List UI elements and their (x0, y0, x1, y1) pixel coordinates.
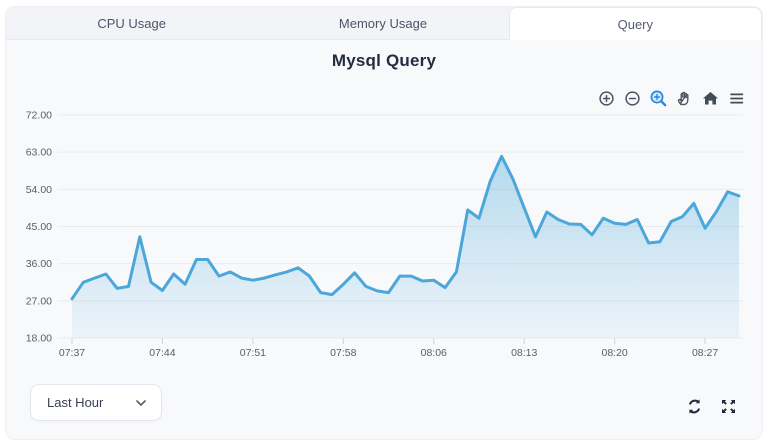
time-range-select[interactable]: Last Hour (30, 384, 162, 421)
refresh-icon[interactable] (685, 397, 704, 416)
svg-text:07:51: 07:51 (240, 347, 266, 359)
query-panel: CPU Usage Memory Usage Query Mysql Query (5, 6, 763, 440)
svg-text:72.00: 72.00 (26, 110, 52, 122)
home-icon[interactable] (701, 89, 720, 108)
chart-toolbar (597, 89, 746, 108)
svg-text:08:13: 08:13 (511, 347, 537, 359)
svg-text:45.00: 45.00 (26, 221, 52, 233)
tab-cpu-usage-label: CPU Usage (97, 15, 166, 31)
svg-text:07:58: 07:58 (330, 347, 356, 359)
tab-memory-usage[interactable]: Memory Usage (257, 7, 508, 39)
grid-lines (58, 114, 743, 344)
tab-bar: CPU Usage Memory Usage Query (6, 7, 762, 40)
pan-icon[interactable] (675, 89, 694, 108)
svg-text:27.00: 27.00 (26, 295, 52, 307)
svg-text:08:20: 08:20 (602, 347, 628, 359)
svg-text:54.00: 54.00 (26, 184, 52, 196)
area-chart: 18.00 27.00 36.00 45.00 54.00 63.00 72.00 07:37… (26, 110, 743, 360)
svg-text:07:37: 07:37 (59, 347, 85, 359)
svg-text:63.00: 63.00 (26, 147, 52, 159)
menu-icon[interactable] (727, 89, 746, 108)
series-area (72, 156, 739, 338)
chevron-down-icon (133, 395, 149, 411)
time-range-value: Last Hour (47, 395, 104, 410)
zoom-out-icon[interactable] (623, 89, 642, 108)
axis-labels: 18.00 27.00 36.00 45.00 54.00 63.00 72.00 07:37… (26, 110, 719, 360)
tab-cpu-usage[interactable]: CPU Usage (6, 7, 257, 39)
svg-text:07:44: 07:44 (149, 347, 175, 359)
tab-query[interactable]: Query (508, 7, 762, 40)
selection-zoom-icon[interactable] (649, 89, 668, 108)
svg-text:18.00: 18.00 (26, 333, 52, 345)
series-line (70, 154, 741, 301)
tab-memory-usage-label: Memory Usage (338, 15, 428, 31)
svg-text:08:06: 08:06 (421, 347, 447, 359)
chart-title: Mysql Query (331, 51, 437, 70)
svg-text:08:27: 08:27 (692, 347, 718, 359)
fullscreen-icon[interactable] (719, 397, 738, 416)
footer-actions (685, 397, 738, 416)
zoom-in-icon[interactable] (597, 89, 616, 108)
svg-text:36.00: 36.00 (26, 258, 52, 270)
tab-query-label: Query (617, 16, 654, 32)
